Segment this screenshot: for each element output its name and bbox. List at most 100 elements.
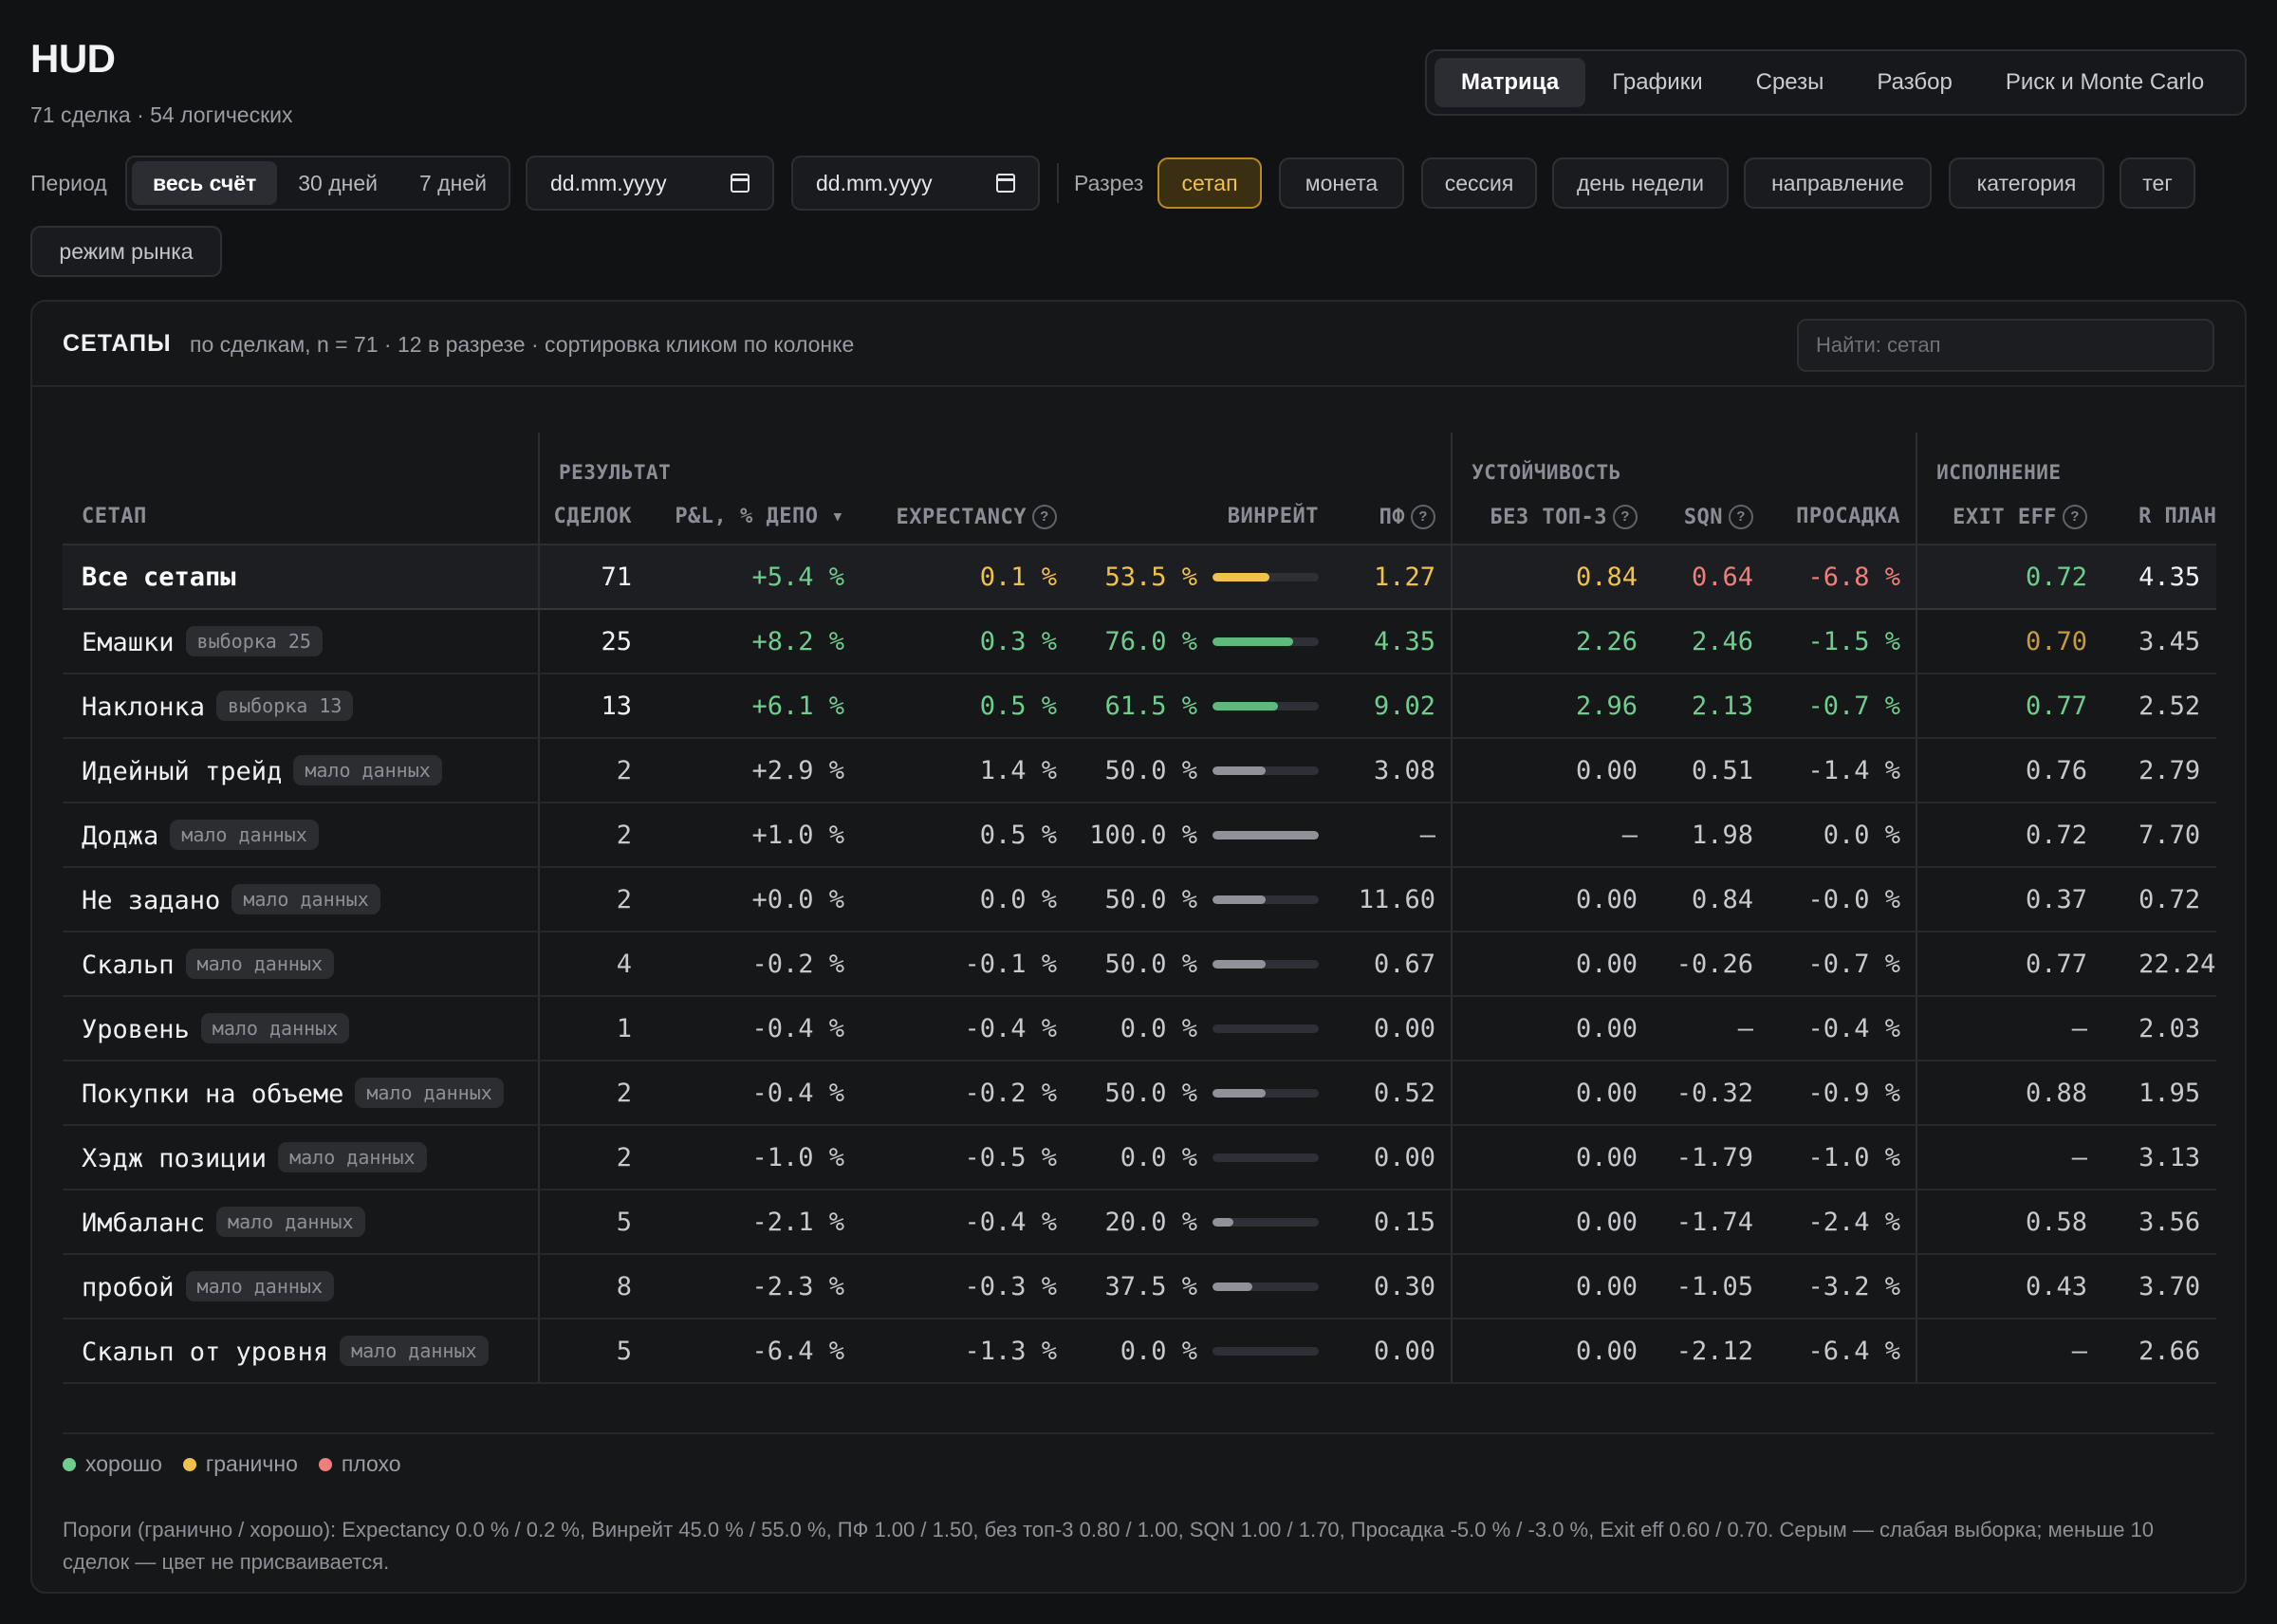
table-row[interactable]: Не задано мало данных 2 +0.0 % 0.0 % 50.0 % 11… bbox=[63, 867, 2216, 932]
winrate-cell: 0.0 % bbox=[1072, 1125, 1334, 1190]
table-row[interactable]: Скальп мало данных 4 -0.2 % -0.1 % 50.0 % 0.67… bbox=[63, 932, 2216, 997]
setups-table: РЕЗУЛЬТАТ УСТОЙЧИВОСТЬ ИСПОЛНЕНИЕ СЕТАП … bbox=[63, 433, 2216, 1384]
r-plan-value: 4.35 bbox=[2138, 562, 2201, 592]
arrow-right-icon[interactable]: → bbox=[2215, 1337, 2216, 1366]
table-row[interactable]: Доджа мало данных 2 +1.0 % 0.5 % 100.0 % — —1.9… bbox=[63, 803, 2216, 868]
winrate-bar bbox=[1213, 1346, 1319, 1356]
setup-name-cell[interactable]: Скальп мало данных bbox=[63, 932, 539, 997]
arrow-right-icon[interactable]: → bbox=[2215, 821, 2216, 850]
table-row[interactable]: Имбаланс мало данных 5 -2.1 % -0.4 % 20.0 % 0.… bbox=[63, 1190, 2216, 1255]
table-row[interactable]: Скальп от уровня мало данных 5 -6.4 % -1.3 %… bbox=[63, 1319, 2216, 1384]
help-icon[interactable]: ? bbox=[1613, 504, 1638, 529]
no-top3-cell: 0.00 bbox=[1451, 738, 1654, 803]
expectancy-cell: -0.4 % bbox=[860, 996, 1072, 1061]
help-icon[interactable]: ? bbox=[1411, 504, 1436, 529]
table-row[interactable]: Уровень мало данных 1 -0.4 % -0.4 % 0.0 % 0.00… bbox=[63, 996, 2216, 1061]
arrow-right-icon[interactable]: → bbox=[2215, 1079, 2216, 1108]
table-row[interactable]: Емашки выборка 25 25 +8.2 % 0.3 % 76.0 % 4.35 2… bbox=[63, 609, 2216, 674]
arrow-right-icon[interactable]: → bbox=[2215, 756, 2216, 785]
calendar-icon[interactable] bbox=[731, 174, 750, 193]
setup-name-cell[interactable]: Все сетапы bbox=[63, 544, 539, 610]
date-from-input[interactable]: dd.mm.yyyy bbox=[526, 156, 774, 211]
arrow-right-icon[interactable]: → bbox=[2215, 627, 2216, 656]
col-header-no-top3[interactable]: БЕЗ ТОП-3? bbox=[1451, 489, 1654, 545]
tab-charts[interactable]: Графики bbox=[1612, 69, 1703, 95]
r-plan-cell: 3.13 → bbox=[2102, 1125, 2216, 1190]
col-header-setup[interactable]: СЕТАП bbox=[63, 489, 539, 545]
period-option-30d[interactable]: 30 дней bbox=[298, 170, 378, 195]
slice-chip-direction[interactable]: направление bbox=[1744, 157, 1932, 209]
arrow-right-icon[interactable]: → bbox=[2215, 1208, 2216, 1237]
no-top3-cell: 0.84 bbox=[1451, 544, 1654, 610]
setup-name-cell[interactable]: Уровень мало данных bbox=[63, 996, 539, 1061]
setup-name-cell[interactable]: Покупки на объеме мало данных bbox=[63, 1061, 539, 1126]
slice-chip-weekday[interactable]: день недели bbox=[1552, 157, 1729, 209]
col-header-exit-eff[interactable]: EXIT EFF? bbox=[1916, 489, 2103, 545]
slice-chip-setup[interactable]: сетап bbox=[1157, 157, 1262, 209]
pnl-cell: +8.2 % bbox=[647, 609, 860, 674]
tab-risk-montecarlo[interactable]: Риск и Monte Carlo bbox=[2005, 69, 2205, 95]
period-selector: весь счёт 30 дней 7 дней bbox=[125, 156, 510, 211]
col-header-winrate[interactable]: ВИНРЕЙТ bbox=[1072, 489, 1334, 545]
col-header-pnl[interactable]: P&L, % ДЕПО ▾ bbox=[647, 489, 860, 545]
arrow-right-icon[interactable]: → bbox=[2215, 692, 2216, 721]
setup-name-cell[interactable]: пробой мало данных bbox=[63, 1254, 539, 1320]
period-option-all[interactable]: весь счёт bbox=[132, 161, 278, 205]
r-plan-value: 3.45 bbox=[2138, 626, 2201, 656]
col-header-pf[interactable]: ПФ? bbox=[1334, 489, 1453, 545]
help-icon[interactable]: ? bbox=[2063, 504, 2088, 529]
col-header-expectancy[interactable]: EXPECTANCY? bbox=[860, 489, 1072, 545]
table-row[interactable]: Покупки на объеме мало данных 2 -0.4 % -0.2 … bbox=[63, 1061, 2216, 1126]
slice-chip-session[interactable]: сессия bbox=[1421, 157, 1537, 209]
arrow-right-icon[interactable]: → bbox=[2215, 1272, 2216, 1301]
date-to-input[interactable]: dd.mm.yyyy bbox=[791, 156, 1040, 211]
col-header-trades[interactable]: СДЕЛОК bbox=[538, 489, 647, 545]
table-row[interactable]: пробой мало данных 8 -2.3 % -0.3 % 37.5 % 0.30… bbox=[63, 1254, 2216, 1320]
setup-name-cell[interactable]: Имбаланс мало данных bbox=[63, 1190, 539, 1255]
drawdown-cell: -0.9 % bbox=[1768, 1061, 1917, 1126]
col-header-sqn[interactable]: SQN? bbox=[1653, 489, 1769, 545]
no-top3-cell: 0.00 bbox=[1451, 867, 1654, 932]
setup-name-cell[interactable]: Доджа мало данных bbox=[63, 803, 539, 868]
arrow-right-icon[interactable]: → bbox=[2215, 1014, 2216, 1043]
table-row[interactable]: Идейный трейд мало данных 2 +2.9 % 1.4 % 50.0… bbox=[63, 738, 2216, 803]
exit-eff-cell: 0.76 bbox=[1916, 738, 2103, 803]
winrate-cell: 0.0 % bbox=[1072, 996, 1334, 1061]
calendar-icon[interactable] bbox=[996, 174, 1015, 193]
setup-name-cell[interactable]: Емашки выборка 25 bbox=[63, 609, 539, 674]
col-header-drawdown[interactable]: ПРОСАДКА bbox=[1768, 489, 1917, 545]
arrow-right-icon[interactable]: → bbox=[2215, 1143, 2216, 1172]
drawdown-cell: -0.7 % bbox=[1768, 932, 1917, 997]
search-input[interactable] bbox=[1797, 319, 2214, 372]
period-option-7d[interactable]: 7 дней bbox=[418, 170, 487, 195]
no-top3-cell: 2.96 bbox=[1451, 674, 1654, 739]
exit-eff-cell: 0.77 bbox=[1916, 932, 2103, 997]
tab-review[interactable]: Разбор bbox=[1877, 69, 1953, 95]
setups-panel: СЕТАПЫ по сделкам, n = 71 · 12 в разрезе… bbox=[30, 300, 2247, 1594]
arrow-right-icon[interactable]: → bbox=[2215, 563, 2216, 592]
slice-chip-category[interactable]: категория bbox=[1949, 157, 2104, 209]
col-header-r-plan[interactable]: R ПЛАН bbox=[2102, 489, 2216, 545]
tab-matrix[interactable]: Матрица bbox=[1435, 58, 1586, 107]
arrow-right-icon[interactable]: → bbox=[2215, 885, 2216, 914]
exit-eff-cell: 0.72 bbox=[1916, 544, 2103, 610]
table-row[interactable]: Хэдж позиции мало данных 2 -1.0 % -0.5 % 0.0 … bbox=[63, 1125, 2216, 1190]
slice-chip-tag[interactable]: тег bbox=[2120, 157, 2195, 209]
tab-slices[interactable]: Срезы bbox=[1755, 69, 1824, 95]
table-row[interactable]: Наклонка выборка 13 13 +6.1 % 0.5 % 61.5 % 9.0… bbox=[63, 674, 2216, 739]
setup-name-cell[interactable]: Не задано мало данных bbox=[63, 867, 539, 932]
slice-chip-coin[interactable]: монета bbox=[1279, 157, 1404, 209]
panel-subtitle: по сделкам, n = 71 · 12 в разрезе · сорт… bbox=[190, 332, 855, 357]
pf-cell: 11.60 bbox=[1334, 867, 1453, 932]
no-top3-cell: 0.00 bbox=[1451, 932, 1654, 997]
setup-name-cell[interactable]: Хэдж позиции мало данных bbox=[63, 1125, 539, 1190]
setups-table-scroll[interactable]: РЕЗУЛЬТАТ УСТОЙЧИВОСТЬ ИСПОЛНЕНИЕ СЕТАП … bbox=[63, 433, 2216, 1402]
help-icon[interactable]: ? bbox=[1729, 504, 1754, 529]
table-total-row[interactable]: Все сетапы 71 +5.4 % 0.1 % 53.5 % 1.27 0.84 0.6… bbox=[63, 544, 2216, 610]
winrate-cell: 37.5 % bbox=[1072, 1254, 1334, 1320]
help-icon[interactable]: ? bbox=[1032, 504, 1057, 529]
setup-name-cell[interactable]: Скальп от уровня мало данных bbox=[63, 1319, 539, 1384]
setup-name-cell[interactable]: Наклонка выборка 13 bbox=[63, 674, 539, 739]
slice-chip-market-regime[interactable]: режим рынка bbox=[30, 226, 222, 277]
setup-name-cell[interactable]: Идейный трейд мало данных bbox=[63, 738, 539, 803]
